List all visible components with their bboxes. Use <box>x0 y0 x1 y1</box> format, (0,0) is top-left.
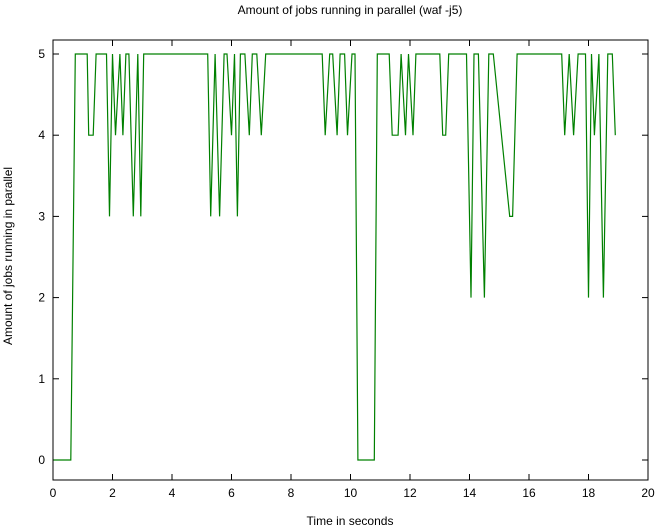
x-tick-label: 20 <box>641 486 655 500</box>
y-tick-label: 5 <box>38 47 45 61</box>
x-tick-label: 14 <box>463 486 477 500</box>
y-tick-label: 2 <box>38 291 45 305</box>
y-tick-label: 3 <box>38 209 45 223</box>
x-tick-label: 10 <box>344 486 358 500</box>
plot-frame <box>52 39 649 481</box>
y-tick-label: 4 <box>38 128 45 142</box>
y-axis-label: Amount of jobs running in parallel <box>1 167 15 345</box>
x-tick-label: 4 <box>169 486 176 500</box>
x-tick-label: 12 <box>403 486 417 500</box>
x-axis-label: Time in seconds <box>307 514 394 526</box>
series-group <box>53 53 616 461</box>
y-tick-label: 1 <box>38 372 45 386</box>
x-tick-label: 0 <box>50 486 57 500</box>
x-tick-label: 16 <box>522 486 536 500</box>
x-tick-label: 2 <box>109 486 116 500</box>
series-line-jobs <box>53 53 616 461</box>
y-tick-label: 0 <box>38 453 45 467</box>
x-tick-label: 6 <box>228 486 235 500</box>
x-tick-label: 8 <box>288 486 295 500</box>
chart-title: Amount of jobs running in parallel (waf … <box>238 3 463 17</box>
x-tick-label: 18 <box>582 486 596 500</box>
